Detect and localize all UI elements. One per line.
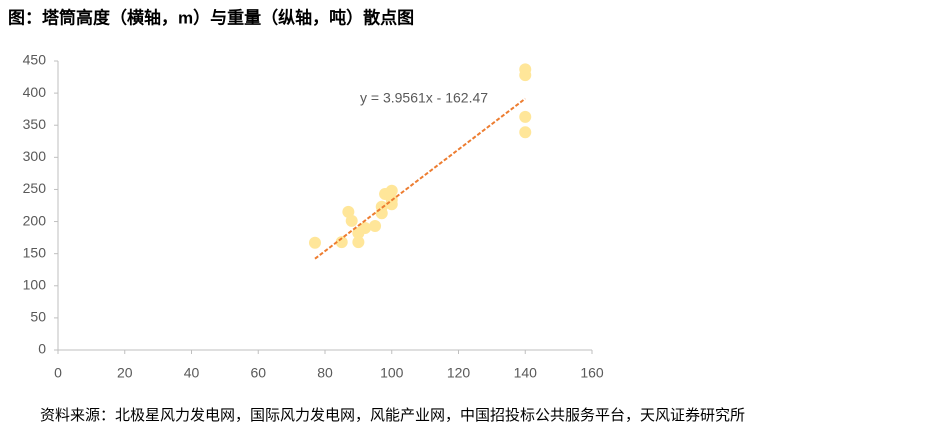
x-tick-label: 100 [380,365,404,381]
scatter-point [519,110,532,123]
scatter-point [359,221,372,234]
x-tick-label: 20 [117,365,133,381]
y-tick-label: 150 [23,244,47,260]
scatter-point [335,236,348,249]
scatter-point [385,184,398,197]
x-tick-label: 0 [54,365,62,381]
scatter-point [342,205,355,218]
scatter-point [369,220,382,233]
y-tick-label: 350 [23,116,47,132]
source-note: 资料来源：北极星风力发电网，国际风力发电网，风能产业网，中国招投标公共服务平台，… [40,407,745,424]
scatter-point [308,236,321,249]
scatter-point [345,214,358,227]
scatter-point [385,198,398,211]
x-tick-label: 120 [447,365,471,381]
y-tick-label: 50 [30,309,46,325]
chart-title: 图：塔筒高度（横轴，m）与重量（纵轴，吨）散点图 [8,7,414,27]
y-tick-label: 450 [23,52,47,68]
x-tick-label: 140 [514,365,538,381]
y-tick-label: 250 [23,180,47,196]
y-tick-label: 100 [23,276,47,292]
x-tick-label: 40 [184,365,200,381]
y-tick-label: 200 [23,212,47,228]
scatter-point [352,236,365,249]
y-tick-label: 0 [38,341,46,357]
x-tick-label: 60 [250,365,266,381]
scatter-point [519,126,532,139]
trendline-label: y = 3.9561x - 162.47 [360,90,488,106]
trendline [314,97,526,260]
x-tick-label: 160 [580,365,604,381]
y-tick-label: 400 [23,84,47,100]
y-tick-label: 300 [23,148,47,164]
x-tick-label: 80 [317,365,333,381]
scatter-point [519,69,532,82]
